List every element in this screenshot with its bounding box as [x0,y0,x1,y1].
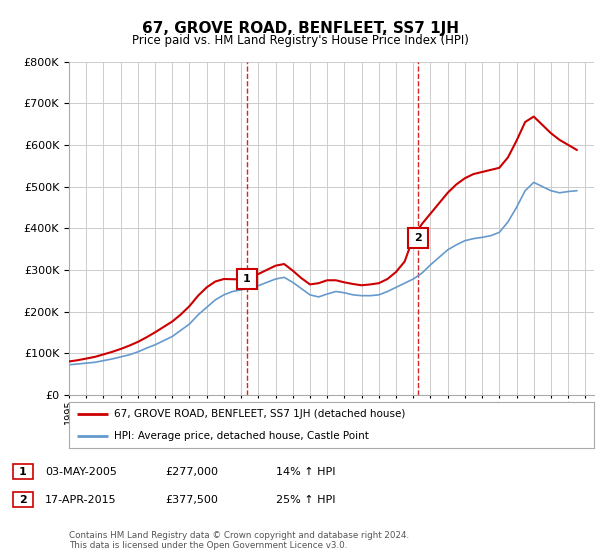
Text: 2: 2 [415,232,422,242]
Text: 1: 1 [243,274,251,284]
Text: Price paid vs. HM Land Registry's House Price Index (HPI): Price paid vs. HM Land Registry's House … [131,34,469,46]
Text: HPI: Average price, detached house, Castle Point: HPI: Average price, detached house, Cast… [113,431,368,441]
Text: £277,000: £277,000 [165,466,218,477]
Text: 1: 1 [19,466,26,477]
Text: 67, GROVE ROAD, BENFLEET, SS7 1JH (detached house): 67, GROVE ROAD, BENFLEET, SS7 1JH (detac… [113,409,405,419]
Text: 2: 2 [19,494,26,505]
Text: 17-APR-2015: 17-APR-2015 [45,494,116,505]
Text: 67, GROVE ROAD, BENFLEET, SS7 1JH: 67, GROVE ROAD, BENFLEET, SS7 1JH [142,21,458,36]
Text: 25% ↑ HPI: 25% ↑ HPI [276,494,335,505]
Text: Contains HM Land Registry data © Crown copyright and database right 2024.
This d: Contains HM Land Registry data © Crown c… [69,531,409,550]
Text: 03-MAY-2005: 03-MAY-2005 [45,466,117,477]
Text: 14% ↑ HPI: 14% ↑ HPI [276,466,335,477]
Text: £377,500: £377,500 [165,494,218,505]
